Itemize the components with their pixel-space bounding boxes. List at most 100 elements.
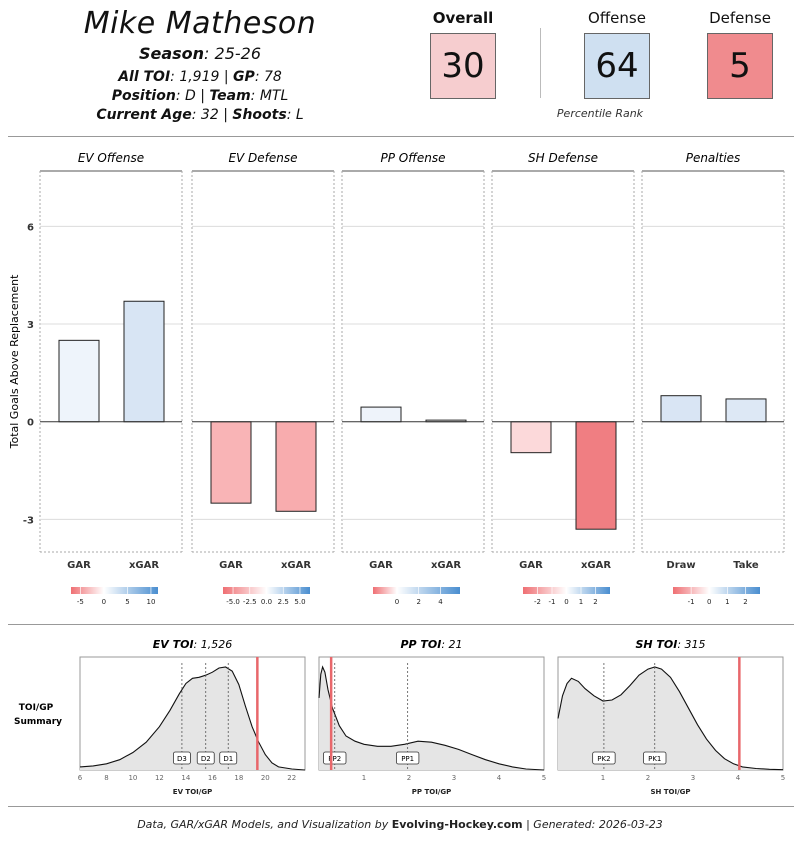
color-legend-label: 5	[125, 598, 129, 606]
team-value: MTL	[259, 88, 289, 104]
panel-penalties: Penalties Draw Take -1 0 1 2	[641, 151, 785, 606]
x-tick-label: xGAR	[431, 560, 461, 571]
line-marker-label: PK2	[597, 755, 610, 763]
section-divider	[8, 624, 794, 625]
player-name: Mike Matheson	[83, 6, 317, 41]
color-legend-label: 0	[102, 598, 106, 606]
panel-title: EV Offense	[78, 151, 144, 165]
bar-take	[725, 398, 767, 423]
toi-panel-sh-toi: SH TOI: 315 PK2 PK1 1 2 3 4 5 SH TOI/GP	[557, 638, 785, 796]
line-marker-box	[196, 751, 215, 765]
y-tick-label: 0	[27, 418, 34, 429]
x-tick-label: GAR	[219, 560, 243, 571]
bar-gar	[510, 421, 552, 454]
offense-rank-box: 64	[584, 33, 650, 99]
age-line: Current Age: 32 | Shoots: L	[96, 107, 304, 123]
color-legend-label: 1	[579, 598, 583, 606]
x-tick-label: xGAR	[581, 560, 611, 571]
footer-divider	[8, 806, 794, 807]
panel-sh-defense: SH Defense GAR xGAR -2 -1 0 1 2	[491, 151, 635, 606]
shoots-value: L	[295, 107, 304, 123]
panel-title: SH Defense	[528, 151, 598, 165]
x-tick-label: 2	[646, 774, 650, 782]
y-tick-label: 3	[27, 320, 34, 331]
x-tick-label: GAR	[67, 560, 91, 571]
footer-prefix: Data, GAR/xGAR Models, and Visualization…	[137, 818, 392, 831]
color-legend-label: 0.0	[261, 598, 272, 606]
x-tick-label: 1	[362, 774, 366, 782]
color-legend-label: 0	[395, 598, 399, 606]
y-axis-label: Total Goals Above Replacement	[8, 274, 21, 449]
toi-panel-pp-toi: PP TOI: 21 PP2 PP1 1 2 3 4 5 PP TOI/GP	[318, 638, 546, 796]
bar-xgar	[275, 421, 317, 512]
position-value: D	[184, 88, 196, 104]
color-legend: -5 0 5 10	[71, 587, 158, 606]
bar-gar	[58, 339, 100, 423]
offense-rank-label: Offense	[588, 9, 646, 27]
color-legend-label: -5	[77, 598, 84, 606]
panel-title: Penalties	[686, 151, 741, 165]
x-tick-label: 18	[234, 774, 243, 782]
y-tick-label: 6	[27, 222, 34, 233]
x-axis-label: SH TOI/GP	[650, 788, 690, 796]
color-legend-bar	[71, 587, 158, 594]
x-tick-label: 14	[181, 774, 190, 782]
toi-panel-title: SH TOI: 315	[635, 638, 705, 651]
overall-rank-box: 30	[430, 33, 496, 99]
panel-pp-offense: PP Offense GAR xGAR 0 2 4	[341, 151, 485, 606]
x-tick-label: 5	[542, 774, 546, 782]
position-line: Position: D | Team: MTL	[111, 88, 289, 104]
color-legend-label: -1	[549, 598, 556, 606]
color-legend-bar	[673, 587, 760, 594]
color-legend-label: -2.5	[243, 598, 257, 606]
x-tick-label: 12	[155, 774, 164, 782]
shoots-label: Shoots	[232, 107, 287, 123]
age-label: Current Age	[96, 107, 192, 123]
color-legend-label: 10	[146, 598, 155, 606]
color-legend-label: 0	[707, 598, 711, 606]
x-tick-label: 16	[208, 774, 217, 782]
x-axis-label: PP TOI/GP	[412, 788, 451, 796]
footer-suffix: | Generated: 2026-03-23	[522, 818, 663, 831]
x-tick-label: 5	[781, 774, 785, 782]
rank-divider	[540, 28, 541, 98]
panel-ev-offense: EV Offense GAR xGAR -5 0 5 10	[39, 151, 183, 606]
line-marker-label: D2	[201, 755, 211, 763]
x-tick-label: 6	[78, 774, 83, 782]
x-tick-label: Take	[733, 560, 759, 571]
x-tick-label: 20	[261, 774, 270, 782]
density-line	[318, 665, 545, 771]
season-value: 25-26	[214, 44, 262, 63]
footer-credit: Data, GAR/xGAR Models, and Visualization…	[0, 818, 800, 831]
color-legend-label: 2.5	[278, 598, 289, 606]
footer-brand: Evolving-Hockey.com	[391, 818, 523, 831]
percentile-rank-caption: Percentile Rank	[556, 107, 644, 120]
x-tick-label: 4	[736, 774, 741, 782]
player-header: Mike Matheson Season: 25-26 All TOI: 1,9…	[0, 0, 800, 135]
panel-title: EV Defense	[228, 151, 297, 165]
x-axis-label: EV TOI/GP	[173, 788, 212, 796]
header-divider	[8, 136, 794, 137]
bar-draw	[660, 395, 702, 423]
row-label-line2: Summary	[14, 717, 62, 727]
line-marker-box	[592, 751, 616, 765]
x-tick-label: 1	[601, 774, 605, 782]
toi-panel-ev-toi: EV TOI: 1,526 D3 D2 D1 6 8 10 12 14 16 18 20 22 EV TO…	[78, 638, 306, 796]
color-legend-label: -2	[534, 598, 541, 606]
season-line: Season: 25-26	[138, 44, 262, 63]
defense-rank-label: Defense	[709, 9, 771, 27]
line-marker-label: D1	[223, 755, 233, 763]
toi-line: All TOI: 1,919 | GP: 78	[118, 69, 282, 85]
x-tick-label: 22	[287, 774, 296, 782]
x-tick-label: 10	[128, 774, 137, 782]
color-legend-label: 2	[416, 598, 420, 606]
toi-panel-title: EV TOI: 1,526	[153, 638, 233, 651]
color-legend-label: 1	[725, 598, 729, 606]
x-tick-label: Draw	[666, 560, 695, 571]
line-marker-box	[395, 751, 420, 765]
color-legend-label: -1	[688, 598, 695, 606]
bar-gar	[360, 406, 402, 423]
panel-title: PP Offense	[380, 151, 445, 165]
line-marker-label: PK1	[648, 755, 661, 763]
x-tick-label: GAR	[369, 560, 393, 571]
